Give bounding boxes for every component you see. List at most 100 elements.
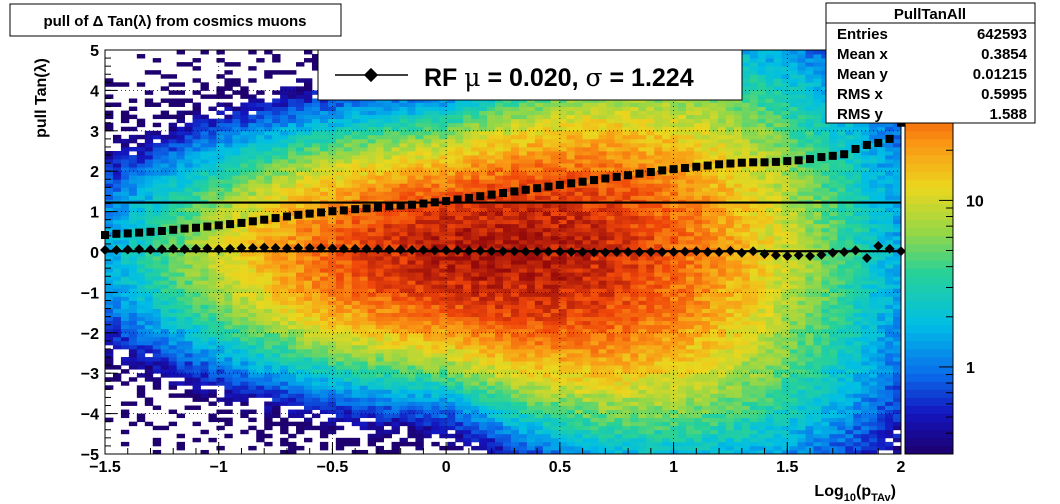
heatmap-cell (550, 433, 560, 439)
heatmap-cell (232, 336, 241, 342)
heatmap-cell (272, 409, 281, 414)
heatmap-cell (455, 304, 464, 309)
heatmap-cell (534, 114, 544, 120)
heatmap-cell (319, 393, 329, 398)
heatmap-cell (136, 393, 146, 398)
heatmap-cell (264, 344, 273, 350)
heatmap-cell (288, 187, 297, 192)
heatmap-cell (144, 179, 154, 184)
heatmap-cell (447, 256, 456, 261)
heatmap-cell (439, 304, 448, 309)
heatmap-cell (144, 159, 154, 164)
heatmap-cell (296, 183, 305, 188)
heatmap-cell (471, 437, 480, 443)
heatmap-cell (216, 308, 225, 313)
heatmap-cell (510, 114, 520, 120)
heatmap-cell (471, 151, 480, 156)
heatmap-cell (526, 340, 536, 346)
heatmap-cell (383, 417, 392, 423)
heatmap-cell (391, 449, 400, 455)
heatmap-cell (248, 357, 257, 362)
heatmap-cell (256, 118, 265, 124)
heatmap-cell (200, 304, 209, 309)
heatmap-cell (518, 260, 528, 265)
heatmap-cell (232, 142, 241, 148)
heatmap-cell (280, 106, 289, 111)
heatmap-cell (518, 114, 528, 120)
heatmap-cell (296, 369, 305, 374)
heatmap-cell (526, 215, 536, 221)
heatmap-cell (487, 397, 496, 402)
heatmap-cell (264, 276, 273, 281)
heatmap-cell (272, 292, 281, 297)
heatmap-cell (200, 171, 209, 176)
heatmap-cell (112, 155, 122, 160)
heatmap-cell (248, 66, 257, 71)
heatmap-cell (288, 284, 297, 289)
heatmap-cell (240, 340, 249, 346)
heatmap-cell (105, 276, 114, 281)
heatmap-cell (487, 304, 496, 309)
heatmap-cell (447, 316, 456, 322)
heatmap-cell (224, 146, 233, 152)
heatmap-cell (224, 357, 233, 362)
heatmap-cell (168, 215, 178, 221)
heatmap-cell (105, 191, 114, 196)
heatmap-cell (112, 304, 122, 309)
heatmap-cell (415, 437, 424, 443)
heatmap-cell (534, 191, 544, 196)
heatmap-cell (311, 175, 321, 180)
heatmap-cell (487, 296, 496, 301)
heatmap-cell (128, 207, 138, 212)
heatmap-cell (296, 195, 305, 200)
heatmap-cell (264, 118, 273, 124)
heatmap-cell (447, 134, 456, 140)
heatmap-cell (256, 138, 265, 144)
heatmap-cell (351, 187, 361, 192)
heatmap-cell (304, 324, 313, 330)
heatmap-cell (335, 191, 345, 196)
heatmap-cell (176, 328, 185, 334)
heatmap-cell (375, 409, 384, 414)
heatmap-cell (463, 102, 472, 107)
heatmap-cell (160, 296, 170, 301)
heatmap-cell (431, 429, 440, 435)
heatmap-cell (335, 381, 345, 386)
heatmap-cell (439, 385, 448, 390)
heatmap-cell (471, 179, 480, 184)
heatmap-cell (487, 357, 496, 362)
heatmap-cell (319, 179, 329, 184)
heatmap-cell (487, 239, 496, 245)
heatmap-cell (542, 138, 552, 144)
heatmap-cell (105, 328, 114, 334)
heatmap-cell (232, 195, 241, 200)
heatmap-cell (319, 114, 329, 120)
heatmap-cell (184, 175, 193, 180)
heatmap-cell (415, 312, 424, 318)
heatmap-cell (280, 223, 289, 229)
heatmap-cell (431, 409, 440, 414)
heatmap-cell (224, 167, 233, 172)
heatmap-cell (399, 296, 408, 301)
heatmap-cell (439, 425, 448, 431)
heatmap-cell (415, 300, 424, 305)
heatmap-cell (558, 365, 568, 370)
heatmap-cell (200, 344, 209, 350)
heatmap-cell (176, 276, 185, 281)
heatmap-cell (359, 155, 369, 160)
heatmap-cell (487, 336, 496, 342)
heatmap-cell (240, 373, 249, 378)
heatmap-cell (232, 373, 241, 378)
heatmap-cell (112, 292, 122, 297)
heatmap-cell (343, 191, 353, 196)
heatmap-cell (335, 417, 345, 423)
heatmap-cell (264, 134, 273, 140)
heatmap-cell (144, 276, 154, 281)
heatmap-cell (383, 348, 392, 354)
heatmap-cell (351, 179, 361, 184)
heatmap-cell (311, 215, 321, 221)
heatmap-cell (471, 369, 480, 374)
heatmap-cell (168, 316, 178, 322)
heatmap-cell (471, 421, 480, 427)
heatmap-cell (550, 207, 560, 212)
